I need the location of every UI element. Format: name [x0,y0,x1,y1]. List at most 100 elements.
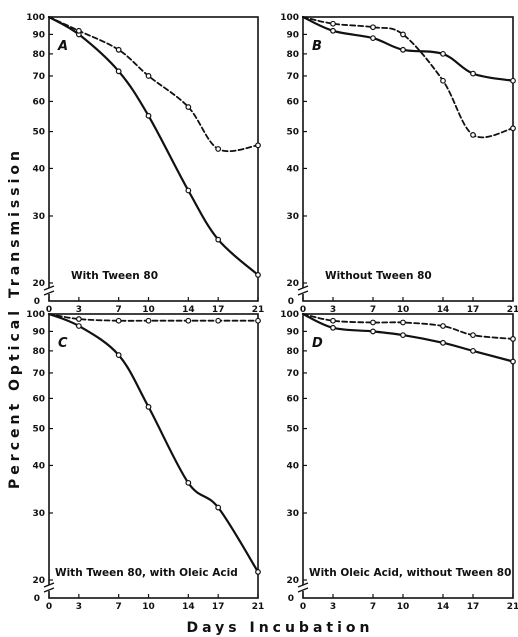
x-tick-label: 7 [116,602,122,612]
y-tick-label: 40 [32,164,45,174]
y-tick-label: 80 [32,347,45,357]
dashed-series-line [302,16,514,139]
y-tick-label: 20 [32,279,45,289]
solid-series-point [185,187,192,194]
x-tick-label: 7 [370,602,376,612]
y-tick-label: 30 [32,509,45,519]
y-tick-label-zero: 0 [34,594,40,604]
y-tick-label: 100 [26,13,45,23]
y-tick-label: 60 [32,394,45,404]
axis-break-mark-upper [43,582,55,588]
solid-series-line [47,15,260,276]
panel-letter: D [312,336,323,351]
solid-series-point [470,347,476,354]
x-tick-label: 17 [467,602,480,612]
y-tick-label: 20 [32,576,45,586]
solid-series-point [115,68,122,75]
x-tick-label: 0 [300,305,306,315]
x-tick-label: 3 [76,305,82,315]
dashed-series-point [510,336,516,342]
plot-frame [302,16,514,302]
dashed-series-point [255,142,261,149]
y-tick-label: 30 [32,212,45,222]
dashed-series-point [115,317,122,324]
axis-break-mark-upper [297,285,309,291]
y-tick-label-zero: 0 [288,594,294,604]
x-tick-label: 21 [507,602,518,612]
dashed-series-point [330,20,336,27]
x-tick-label: 10 [397,602,410,612]
solid-series-point [255,272,261,278]
plot-frame [48,16,259,302]
solid-series-point [370,35,376,42]
solid-series-point [400,46,406,53]
y-tick-label: 60 [286,394,299,404]
dashed-series-point [255,317,261,324]
dashed-series-point [145,317,152,324]
plot-frame [302,313,514,599]
y-tick-label: 60 [286,97,299,107]
y-tick-label: 50 [32,128,45,138]
y-tick-label: 80 [286,347,299,357]
panel-annotation: With Tween 80 [71,270,158,282]
axis-break-mark-lower [43,587,55,593]
panel-b: 0 20 30 40 50 60 70 80 90 100 0 3 7 10 14 17 21 B Without … [280,13,518,315]
solid-series-point [75,323,82,329]
solid-series-point [215,504,222,511]
plot-frame [48,313,259,599]
x-tick-label: 10 [142,305,155,315]
y-tick-label-zero: 0 [288,297,294,307]
y-tick-label: 90 [286,327,299,337]
solid-series-point [215,236,222,243]
x-tick-label: 14 [437,602,450,612]
solid-series-point [145,112,152,119]
y-tick-label: 40 [32,461,45,471]
x-tick-label: 14 [437,305,450,315]
y-tick-label: 80 [32,50,45,60]
solid-series-point [400,332,406,339]
dashed-series-point [470,332,476,339]
axis-break-gap [44,288,54,294]
dashed-series-point [370,319,376,326]
axis-break-mark-upper [43,285,55,291]
y-tick-label: 20 [286,576,299,586]
dashed-series-point [185,104,192,110]
x-tick-label: 10 [397,305,410,315]
y-tick-label: 100 [280,310,299,320]
panel-letter: A [57,39,68,54]
dashed-series-point [400,319,406,326]
dashed-series-point [75,316,82,322]
y-tick-label: 70 [32,72,45,82]
y-tick-label: 100 [280,13,299,23]
panel-letter: C [58,336,68,351]
y-tick-label: 40 [286,164,299,174]
x-tick-label: 0 [46,602,52,612]
y-tick-label: 100 [26,310,45,320]
y-tick-label: 70 [286,72,299,82]
dashed-series-point [330,317,336,324]
y-tick-label: 30 [286,212,299,222]
x-tick-label: 14 [182,602,195,612]
x-tick-label: 7 [370,305,376,315]
dashed-series-point [215,146,222,152]
axis-break [43,285,55,296]
axis-break [297,582,309,593]
panel-letter: B [312,39,322,54]
x-tick-label: 17 [467,305,480,315]
y-tick-label: 60 [32,97,45,107]
axis-break-gap [44,585,54,591]
y-axis-label: Percent Optical Transmission [7,147,23,489]
x-tick-label: 3 [76,602,82,612]
axis-break-mark-lower [43,290,55,296]
x-axis-label: Days Incubation [187,620,374,636]
solid-series-point [255,569,261,575]
dashed-series-point [510,125,516,132]
dashed-series-point [440,77,446,84]
axis-break [297,285,309,296]
solid-series-point [510,358,516,365]
solid-series-point [330,27,336,34]
y-tick-label: 40 [286,461,299,471]
dashed-series-point [75,27,82,34]
